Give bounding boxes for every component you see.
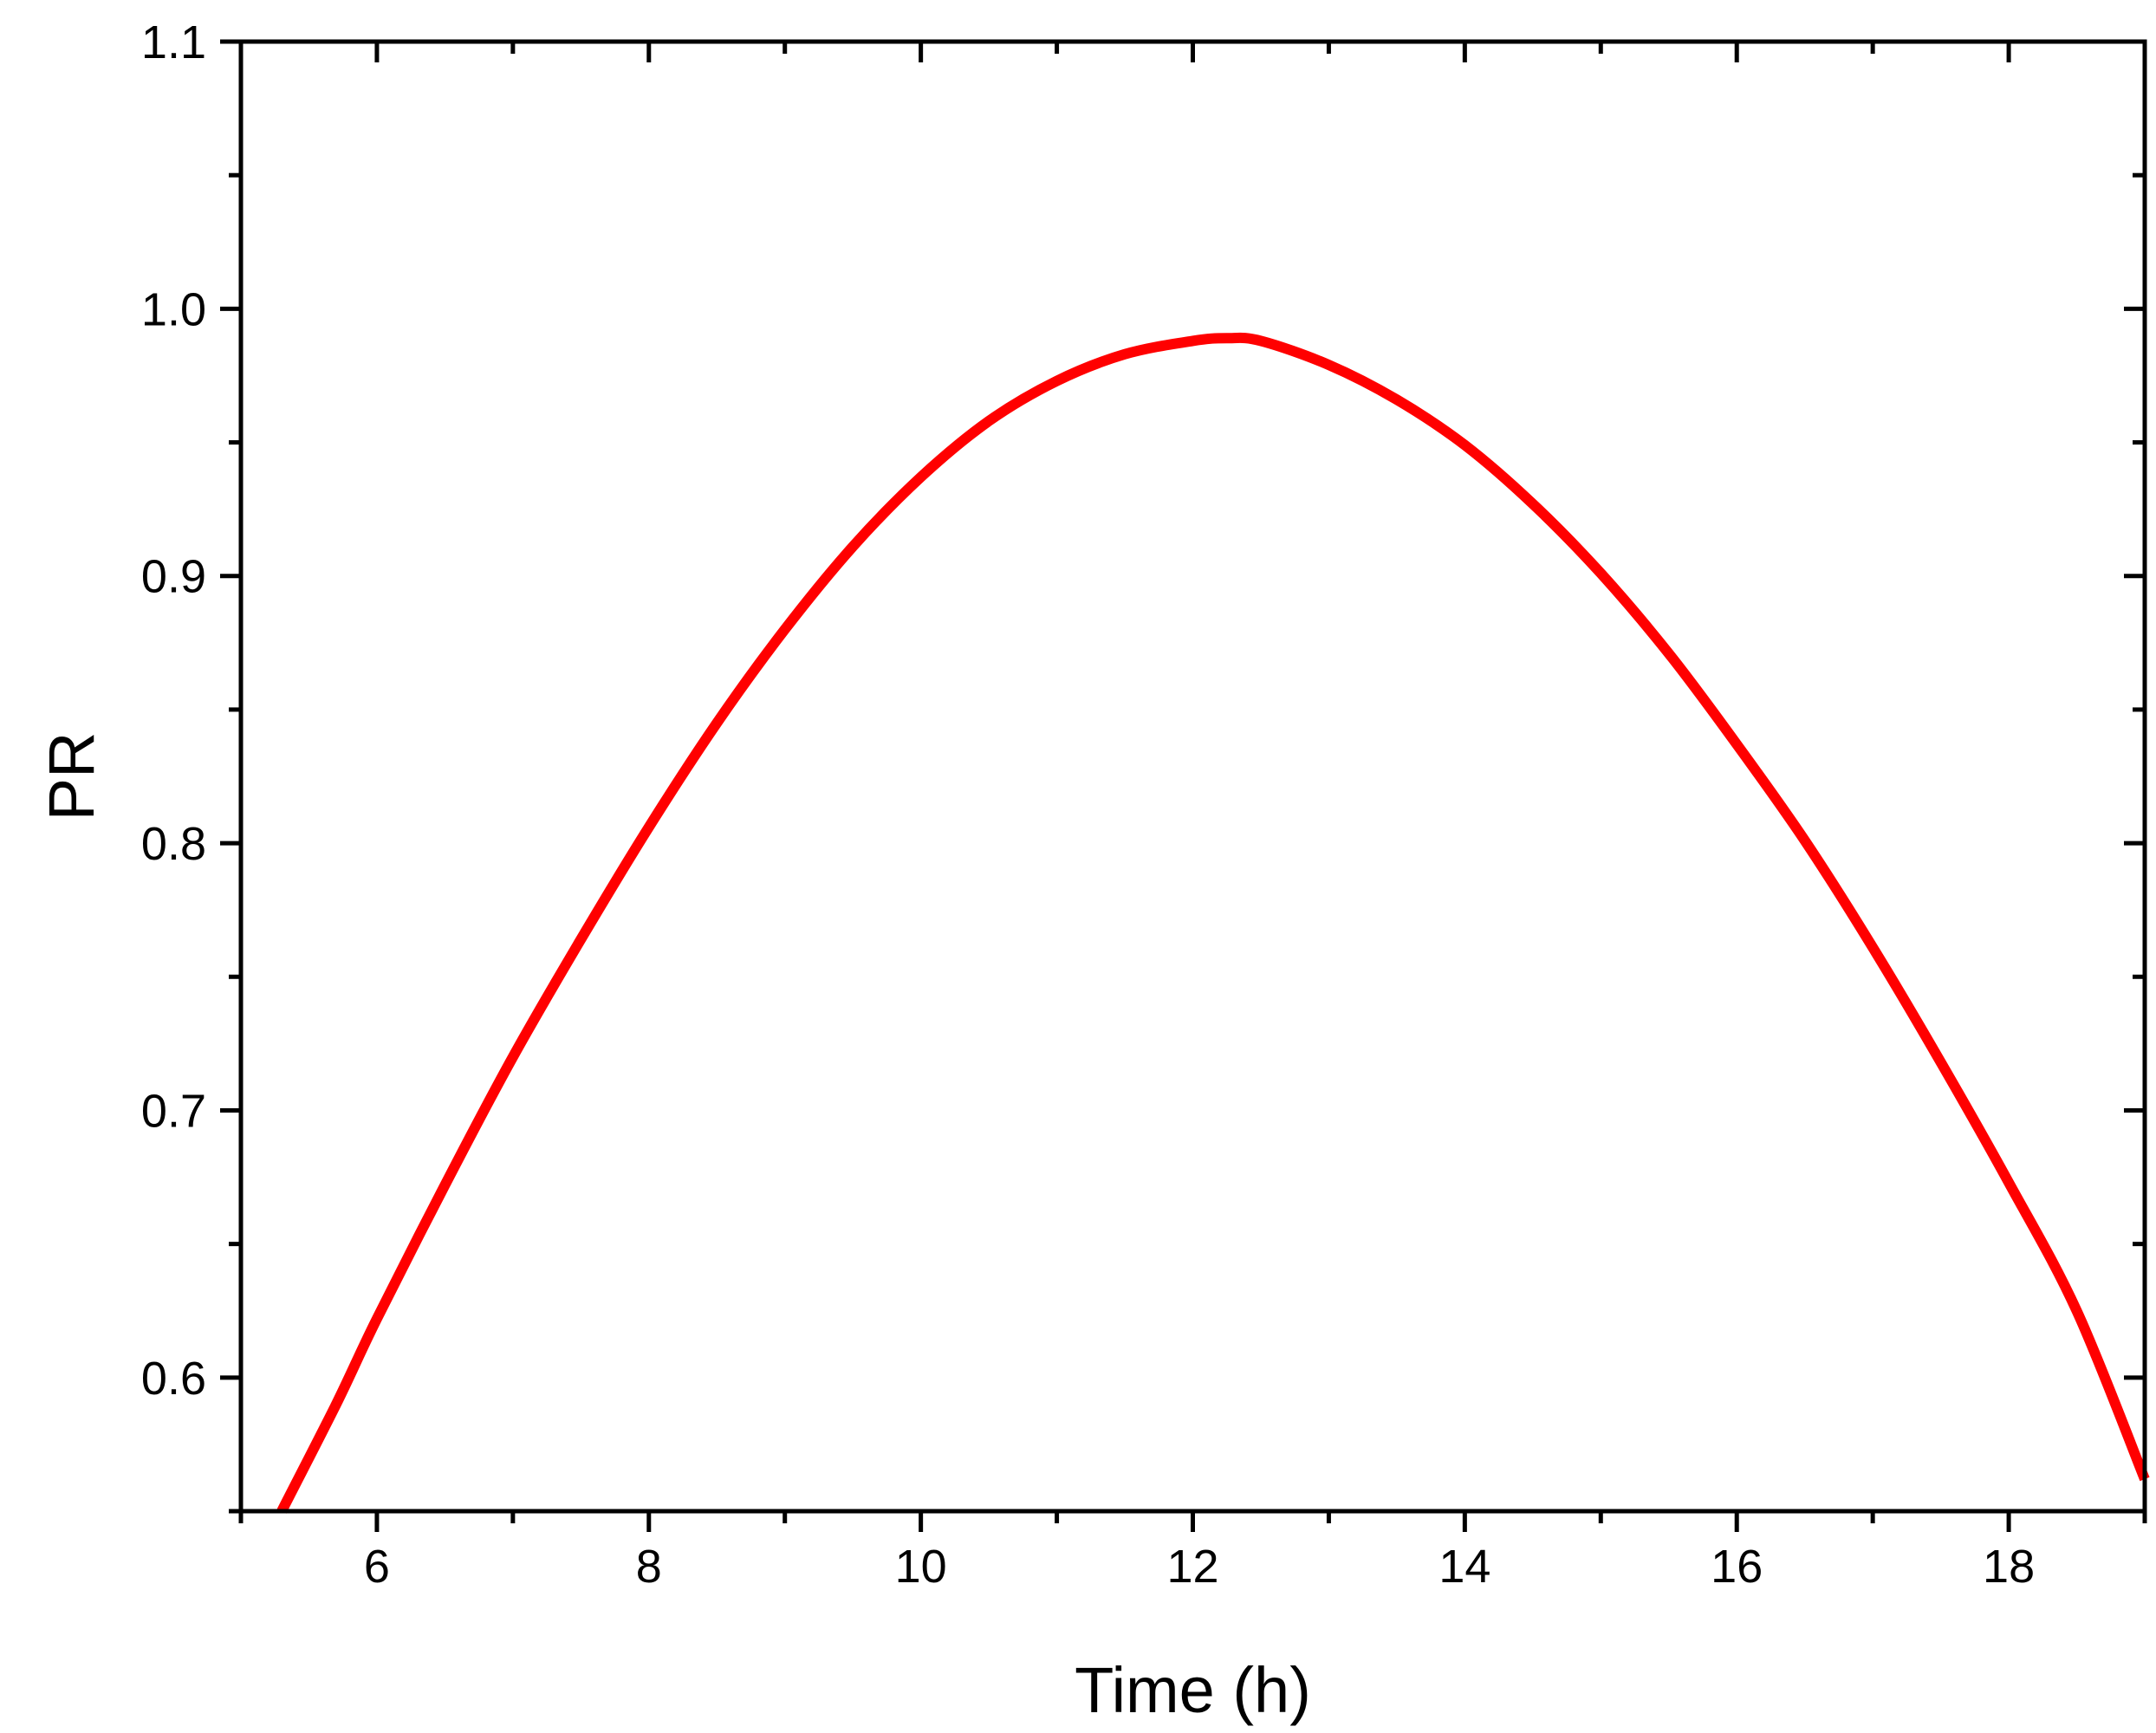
- x-tick-label: 16: [1711, 1541, 1763, 1593]
- ticks-layer: [220, 39, 2147, 1532]
- y-axis-title: PR: [36, 732, 107, 821]
- x-tick-label: 18: [1983, 1541, 2035, 1593]
- y-tick-label: 1.0: [141, 283, 206, 335]
- y-tick-label: 0.8: [141, 818, 206, 870]
- plot-frame: [238, 39, 2147, 1514]
- x-tick-label: 14: [1438, 1541, 1490, 1593]
- x-tick-label: 8: [636, 1541, 662, 1593]
- series-line: [276, 332, 2150, 1514]
- y-tick-label: 1.1: [141, 16, 206, 68]
- x-tick-label: 10: [895, 1541, 947, 1593]
- x-tick-label: 6: [364, 1541, 390, 1593]
- y-tick-label: 0.7: [141, 1085, 206, 1137]
- y-tick-label: 0.6: [141, 1353, 206, 1405]
- y-tick-label: 0.9: [141, 551, 206, 603]
- tick-labels-layer: 6 8 10 12 14 16 18 0.6 0.7 0.8 0.9 1.0 1.1: [141, 16, 2035, 1593]
- x-axis-title: Time (h): [1075, 1654, 1311, 1726]
- x-tick-label: 12: [1166, 1541, 1218, 1593]
- series-layer: [276, 332, 2150, 1514]
